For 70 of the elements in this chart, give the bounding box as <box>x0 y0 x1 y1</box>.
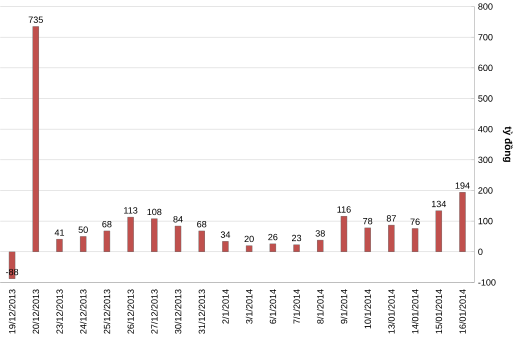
x-tick-label: 16/01/2014 <box>459 289 466 334</box>
bar <box>412 228 418 252</box>
y-tick-label: 400 <box>478 126 493 132</box>
x-tick-label: 8/1/2014 <box>316 289 324 324</box>
x-tick-label: 14/01/2014 <box>412 289 418 334</box>
data-label: 20 <box>244 235 254 242</box>
bar <box>198 230 205 252</box>
x-tick-label: 24/12/2013 <box>80 289 87 334</box>
data-label: 108 <box>147 208 162 215</box>
y-tick-label: 200 <box>478 187 493 194</box>
data-label: 23 <box>292 234 302 241</box>
bar <box>80 236 86 252</box>
data-label: 76 <box>410 218 420 225</box>
bar <box>459 192 466 252</box>
x-tick-label: 20/12/2013 <box>32 289 40 334</box>
bar <box>270 243 276 252</box>
bar <box>104 230 110 252</box>
bar <box>32 26 39 252</box>
bar <box>56 238 63 252</box>
x-tick-label: 15/01/2014 <box>435 289 442 334</box>
y-tick-label: 800 <box>478 3 493 10</box>
data-label: 78 <box>363 218 372 224</box>
bar <box>246 245 252 252</box>
bar <box>127 216 134 252</box>
x-tick-label: 7/1/2014 <box>293 289 300 324</box>
x-tick-label: 23/12/2013 <box>56 289 63 334</box>
x-tick-label: 26/12/2013 <box>127 289 134 334</box>
data-label: 50 <box>78 226 88 233</box>
data-label: 34 <box>220 231 230 238</box>
x-tick-label: 30/12/2013 <box>174 289 182 334</box>
data-label: 113 <box>124 206 138 214</box>
y-tick-label: 0 <box>478 248 483 255</box>
y-tick-label: 500 <box>478 95 493 102</box>
bar <box>222 240 229 252</box>
data-label: 87 <box>386 214 396 222</box>
x-tick-label: 6/1/2014 <box>270 289 276 324</box>
x-tick-label: 27/12/2013 <box>150 289 158 334</box>
data-label: 134 <box>432 200 446 207</box>
data-label: 41 <box>54 229 64 236</box>
data-label: 68 <box>197 220 206 228</box>
bar <box>293 244 300 252</box>
y-tick-label: 700 <box>478 34 493 40</box>
bar <box>364 227 371 252</box>
x-tick-label: 2/1/2014 <box>222 289 229 324</box>
x-tick-label: 3/1/2014 <box>246 289 252 324</box>
x-tick-label: 25/12/2013 <box>104 289 110 334</box>
x-tick-label: 9/1/2014 <box>340 289 348 324</box>
y-tick-label: -100 <box>478 278 496 286</box>
y-tick-label: 600 <box>478 64 493 71</box>
data-label: 116 <box>337 206 351 212</box>
x-tick-label: 19/12/2013 <box>8 289 16 334</box>
y-tick-label: 100 <box>478 218 493 224</box>
bar <box>151 218 158 252</box>
data-label: 38 <box>316 230 325 236</box>
bar <box>317 240 324 252</box>
data-label: 84 <box>173 216 183 222</box>
data-label: -88 <box>6 268 18 275</box>
data-label: 735 <box>28 16 43 23</box>
x-tick-label: 13/01/2014 <box>388 289 395 334</box>
y-tick-label: 300 <box>478 156 493 163</box>
data-label: 68 <box>102 220 112 228</box>
bar <box>436 210 442 252</box>
x-tick-label: 31/12/2013 <box>198 289 206 334</box>
bar <box>340 216 348 252</box>
bar <box>174 226 182 252</box>
x-tick-label: 10/1/2014 <box>364 289 371 328</box>
bar <box>388 224 395 252</box>
y-axis-title: tỷ đồng <box>502 126 513 162</box>
data-label: 26 <box>268 234 278 240</box>
data-label: 194 <box>456 182 470 189</box>
